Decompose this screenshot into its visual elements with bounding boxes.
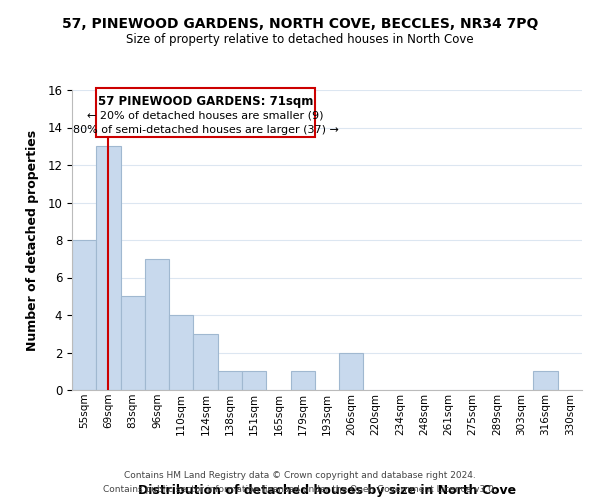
Text: 57 PINEWOOD GARDENS: 71sqm: 57 PINEWOOD GARDENS: 71sqm	[98, 94, 313, 108]
Y-axis label: Number of detached properties: Number of detached properties	[26, 130, 39, 350]
Bar	[290, 371, 315, 390]
Text: Contains HM Land Registry data © Crown copyright and database right 2024.: Contains HM Land Registry data © Crown c…	[124, 472, 476, 480]
Text: Size of property relative to detached houses in North Cove: Size of property relative to detached ho…	[126, 32, 474, 46]
Bar	[533, 371, 558, 390]
Text: 80% of semi-detached houses are larger (37) →: 80% of semi-detached houses are larger (…	[73, 126, 338, 136]
X-axis label: Distribution of detached houses by size in North Cove: Distribution of detached houses by size …	[138, 484, 516, 496]
Text: 57, PINEWOOD GARDENS, NORTH COVE, BECCLES, NR34 7PQ: 57, PINEWOOD GARDENS, NORTH COVE, BECCLE…	[62, 18, 538, 32]
Bar	[145, 259, 169, 390]
Bar	[218, 371, 242, 390]
Bar	[169, 315, 193, 390]
Bar	[242, 371, 266, 390]
Bar	[339, 352, 364, 390]
Text: ← 20% of detached houses are smaller (9): ← 20% of detached houses are smaller (9)	[88, 110, 324, 120]
Bar	[72, 240, 96, 390]
Bar	[96, 146, 121, 390]
Text: Contains public sector information licensed under the Open Government Licence v3: Contains public sector information licen…	[103, 484, 497, 494]
Bar	[193, 334, 218, 390]
FancyBboxPatch shape	[96, 88, 315, 137]
Bar	[121, 296, 145, 390]
